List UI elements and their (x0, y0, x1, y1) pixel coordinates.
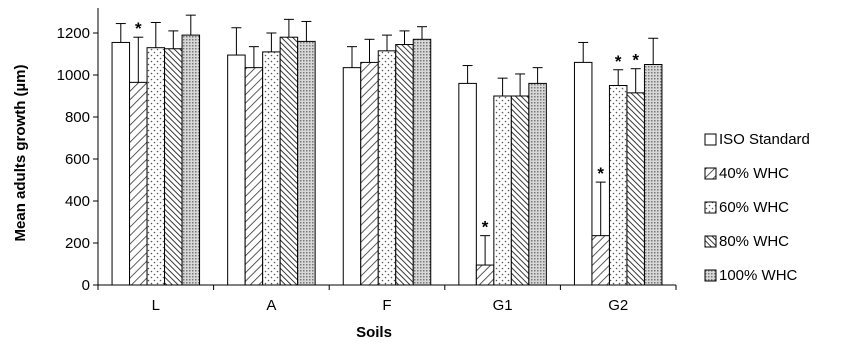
significance-marker: * (615, 52, 622, 71)
bar (360, 61, 379, 286)
bar (510, 95, 530, 286)
x-tick-label: G2 (608, 297, 628, 314)
significance-marker: * (632, 51, 639, 70)
bar (244, 67, 264, 286)
legend-swatch (704, 201, 717, 214)
y-tick-label: 200 (65, 235, 90, 252)
x-tick-label: L (152, 297, 160, 314)
x-tick-label: F (382, 297, 391, 314)
legend-label: 80% WHC (719, 233, 789, 250)
plot-area: * * * * * (111, 14, 663, 286)
legend-label: ISO Standard (719, 131, 810, 148)
bar (395, 44, 414, 286)
legend: ISO Standard 40% WHC 60% WHC 80% WHC 100% WH… (704, 131, 810, 284)
bar (129, 81, 148, 286)
x-tick-label: A (266, 297, 276, 314)
bar (279, 36, 299, 286)
bar (573, 61, 593, 286)
y-tick-label: 800 (65, 109, 90, 126)
bar (591, 235, 610, 286)
bar (412, 38, 432, 286)
bar (111, 41, 131, 286)
bar (493, 95, 512, 286)
legend-label: 40% WHC (719, 165, 789, 182)
legend-swatch (704, 235, 717, 248)
x-axis-title: Soils (356, 324, 392, 341)
bar (342, 67, 362, 286)
bar (146, 47, 166, 286)
y-tick-label: 600 (65, 151, 90, 168)
legend-swatch (704, 167, 717, 180)
y-tick-label: 1000 (57, 67, 90, 84)
legend-label: 100% WHC (719, 267, 798, 284)
bar (297, 40, 316, 286)
legend-swatch (704, 269, 717, 282)
bar (458, 82, 477, 286)
y-tick-label: 0 (82, 277, 90, 294)
bar (643, 64, 663, 286)
significance-marker: * (135, 19, 142, 38)
y-tick-label: 400 (65, 193, 90, 210)
bar (608, 85, 628, 286)
bar (227, 54, 246, 286)
x-tick-label: G1 (493, 297, 513, 314)
y-tick-label: 1200 (57, 25, 90, 42)
bar (181, 34, 201, 286)
x-axis: L A F G1 G2 (97, 284, 677, 314)
significance-marker: * (482, 218, 489, 237)
bar (262, 51, 281, 286)
bar (377, 50, 397, 286)
y-axis: 0 200 400 600 800 1000 1200 (57, 8, 99, 294)
bar (528, 82, 547, 286)
bar (164, 48, 183, 286)
legend-label: 60% WHC (719, 199, 789, 216)
bar (626, 92, 645, 286)
y-axis-title: Mean adults growth (µm) (12, 65, 29, 242)
legend-swatch (704, 133, 717, 146)
significance-marker: * (597, 164, 604, 183)
bar (475, 264, 495, 286)
